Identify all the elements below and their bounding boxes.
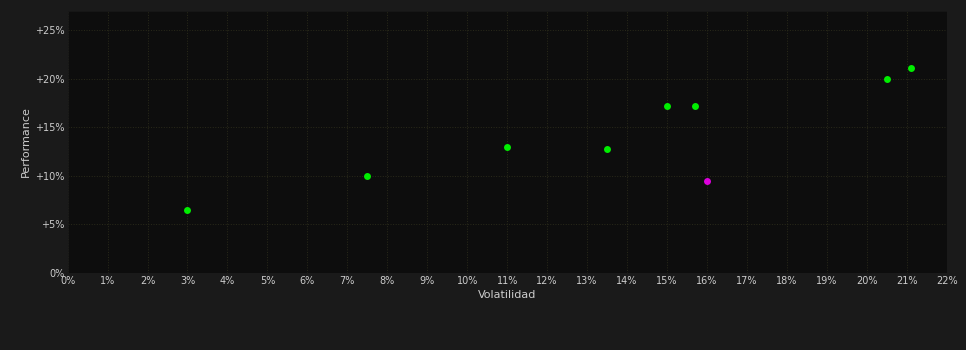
Point — [687, 103, 702, 108]
Point — [599, 146, 614, 151]
X-axis label: Volatilidad: Volatilidad — [478, 290, 536, 300]
Point — [359, 173, 375, 178]
Point — [903, 65, 919, 71]
Point — [879, 76, 895, 81]
Point — [499, 144, 515, 149]
Point — [659, 103, 674, 108]
Point — [180, 207, 195, 212]
Point — [699, 178, 715, 183]
Y-axis label: Performance: Performance — [21, 106, 31, 177]
